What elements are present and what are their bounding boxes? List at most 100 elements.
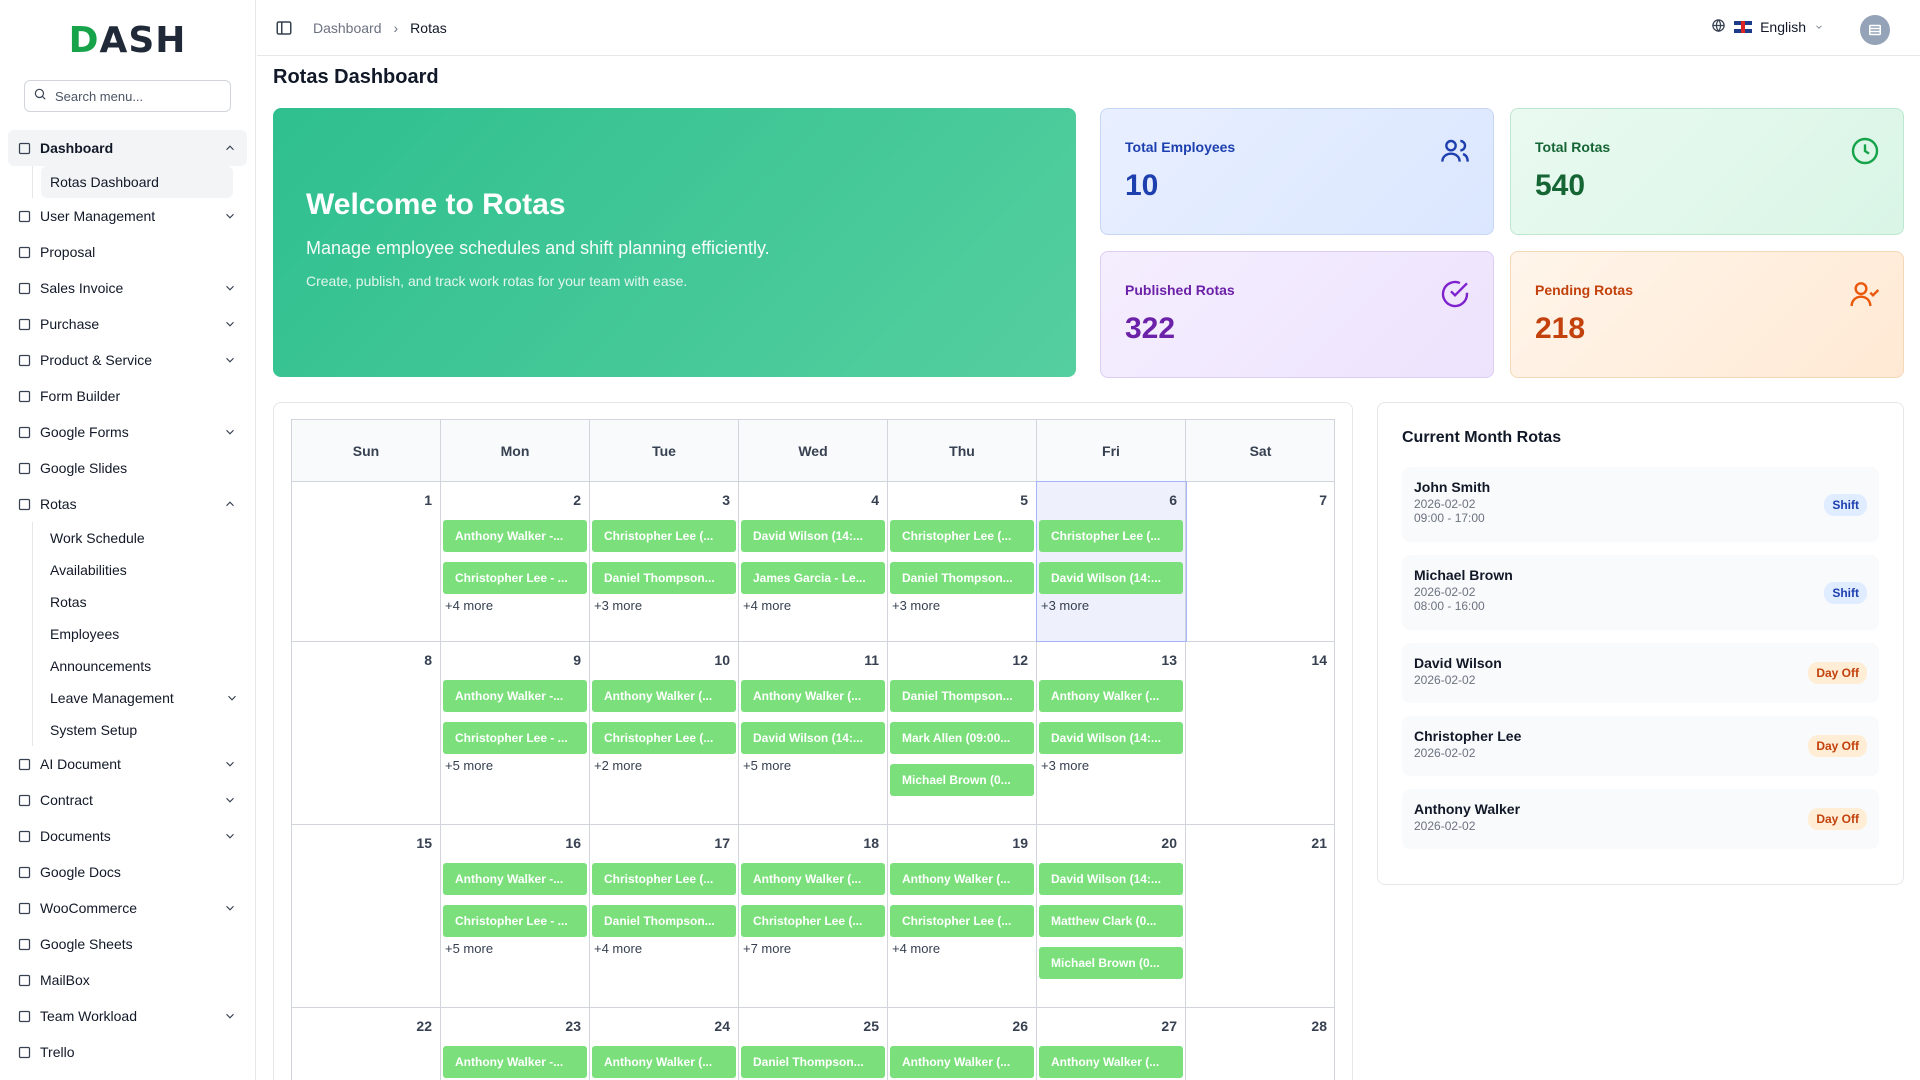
rota-event[interactable]: Christopher Lee (... (592, 863, 736, 895)
rota-event[interactable]: Anthony Walker (... (890, 1046, 1034, 1078)
chevron-up-icon[interactable] (223, 497, 237, 511)
calendar-day-cell[interactable]: 9 Anthony Walker -... Christopher Lee - ..… (441, 642, 590, 824)
chevron-up-icon[interactable] (223, 141, 237, 155)
sidebar-subitem[interactable]: Employees (41, 618, 247, 650)
rota-event[interactable]: Christopher Lee (... (741, 905, 885, 937)
chevron-down-icon[interactable] (223, 901, 237, 915)
calendar-day-cell[interactable]: 14 (1186, 642, 1335, 824)
rota-list-item[interactable]: John Smith 2026-02-02 09:00 - 17:00 Shift (1402, 467, 1879, 542)
rota-event[interactable]: David Wilson (14:... (741, 722, 885, 754)
sidebar-subitem[interactable]: System Setup (41, 714, 247, 746)
calendar-day-cell[interactable]: 11 Anthony Walker (... David Wilson (14:..… (739, 642, 888, 824)
calendar-day-cell[interactable]: 5 Christopher Lee (... Daniel Thompson... +… (888, 482, 1037, 641)
sidebar-item-dashboard[interactable]: Dashboard (8, 130, 247, 166)
calendar-day-cell[interactable]: 6 Christopher Lee (... David Wilson (14:..… (1036, 481, 1187, 642)
sidebar-subitem[interactable]: Leave Management (41, 682, 247, 714)
sidebar-item-ai-document[interactable]: AI Document (8, 746, 247, 782)
rota-event[interactable]: Anthony Walker (... (1039, 680, 1183, 712)
rota-event[interactable]: David Wilson (14:... (1039, 722, 1183, 754)
more-events-link[interactable]: +5 more (743, 758, 792, 773)
rota-event[interactable]: Anthony Walker (... (592, 680, 736, 712)
sidebar-item-rotas[interactable]: Rotas (8, 486, 247, 522)
more-events-link[interactable]: +3 more (1041, 758, 1090, 773)
rota-event[interactable]: Daniel Thompson... (592, 562, 736, 594)
rota-event[interactable]: Anthony Walker -... (443, 520, 587, 552)
more-events-link[interactable]: +2 more (594, 758, 643, 773)
calendar-day-cell[interactable]: 26 Anthony Walker (... (888, 1008, 1037, 1080)
rota-event[interactable]: David Wilson (14:... (741, 520, 885, 552)
rota-event[interactable]: Daniel Thompson... (890, 680, 1034, 712)
sidebar-item-google-slides[interactable]: Google Slides (8, 450, 247, 486)
rota-list-item[interactable]: Christopher Lee 2026-02-02 Day Off (1402, 716, 1879, 776)
sidebar-item-google-docs[interactable]: Google Docs (8, 854, 247, 890)
calendar-day-cell[interactable]: 13 Anthony Walker (... David Wilson (14:..… (1037, 642, 1186, 824)
rota-event[interactable]: Christopher Lee (... (1039, 520, 1183, 552)
calendar-day-cell[interactable]: 15 (292, 825, 441, 1007)
calendar-day-cell[interactable]: 19 Anthony Walker (... Christopher Lee (..… (888, 825, 1037, 1007)
calendar-day-cell[interactable]: 27 Anthony Walker (... (1037, 1008, 1186, 1080)
rota-event[interactable]: David Wilson (14:... (1039, 562, 1183, 594)
calendar-day-cell[interactable]: 22 (292, 1008, 441, 1080)
more-events-link[interactable]: +3 more (1041, 598, 1090, 613)
calendar-day-cell[interactable]: 25 Daniel Thompson... (739, 1008, 888, 1080)
rota-event[interactable]: Anthony Walker (... (741, 863, 885, 895)
more-events-link[interactable]: +4 more (445, 598, 494, 613)
calendar-day-cell[interactable]: 28 (1186, 1008, 1335, 1080)
chevron-down-icon[interactable] (225, 691, 239, 705)
rota-event[interactable]: Mark Allen (09:00... (890, 722, 1034, 754)
rota-event[interactable]: Anthony Walker (... (741, 680, 885, 712)
calendar-day-cell[interactable]: 20 David Wilson (14:... Matthew Clark (0..… (1037, 825, 1186, 1007)
language-selector[interactable]: English (1711, 18, 1824, 36)
sidebar-toggle-icon[interactable] (275, 19, 293, 37)
calendar-day-cell[interactable]: 18 Anthony Walker (... Christopher Lee (..… (739, 825, 888, 1007)
more-events-link[interactable]: +5 more (445, 758, 494, 773)
chevron-down-icon[interactable] (223, 209, 237, 223)
calendar-day-cell[interactable]: 16 Anthony Walker -... Christopher Lee - .… (441, 825, 590, 1007)
rota-list-item[interactable]: Michael Brown 2026-02-02 08:00 - 16:00 Shif… (1402, 555, 1879, 630)
rota-event[interactable]: Christopher Lee (... (592, 520, 736, 552)
rota-event[interactable]: Anthony Walker -... (443, 863, 587, 895)
rota-event[interactable]: Anthony Walker (... (592, 1046, 736, 1078)
calendar-day-cell[interactable]: 2 Anthony Walker -... Christopher Lee - ..… (441, 482, 590, 641)
more-events-link[interactable]: +7 more (743, 941, 792, 956)
rota-event[interactable]: Daniel Thompson... (890, 562, 1034, 594)
sidebar-subitem[interactable]: Work Schedule (41, 522, 247, 554)
sidebar-subitem[interactable]: Availabilities (41, 554, 247, 586)
chevron-down-icon[interactable] (223, 793, 237, 807)
more-events-link[interactable]: +3 more (892, 598, 941, 613)
calendar-day-cell[interactable]: 4 David Wilson (14:... James Garcia - Le..… (739, 482, 888, 641)
chevron-down-icon[interactable] (223, 317, 237, 331)
rota-event[interactable]: Christopher Lee - ... (443, 905, 587, 937)
sidebar-item-mailbox[interactable]: MailBox (8, 962, 247, 998)
rota-event[interactable]: David Wilson (14:... (1039, 863, 1183, 895)
sidebar-item-contract[interactable]: Contract (8, 782, 247, 818)
calendar-day-cell[interactable]: 24 Anthony Walker (... (590, 1008, 739, 1080)
breadcrumb-dashboard[interactable]: Dashboard (313, 19, 382, 36)
rota-event[interactable]: Christopher Lee - ... (443, 562, 587, 594)
calendar-day-cell[interactable]: 12 Daniel Thompson... Mark Allen (09:00...… (888, 642, 1037, 824)
rota-event[interactable]: Michael Brown (0... (890, 764, 1034, 796)
rota-event[interactable]: Anthony Walker -... (443, 680, 587, 712)
rota-event[interactable]: Anthony Walker (... (890, 863, 1034, 895)
chevron-down-icon[interactable] (223, 757, 237, 771)
chevron-down-icon[interactable] (223, 425, 237, 439)
calendar-day-cell[interactable]: 17 Christopher Lee (... Daniel Thompson...… (590, 825, 739, 1007)
sidebar-item-proposal[interactable]: Proposal (8, 234, 247, 270)
more-events-link[interactable]: +4 more (743, 598, 792, 613)
sidebar-subitem[interactable]: Rotas (41, 586, 247, 618)
calendar-day-cell[interactable]: 3 Christopher Lee (... Daniel Thompson... +… (590, 482, 739, 641)
sidebar-subitem[interactable]: Rotas Dashboard (41, 166, 233, 198)
more-events-link[interactable]: +3 more (594, 598, 643, 613)
calendar-day-cell[interactable]: 23 Anthony Walker -... (441, 1008, 590, 1080)
rota-event[interactable]: Christopher Lee (... (890, 520, 1034, 552)
search-box[interactable] (24, 80, 231, 112)
calendar-day-cell[interactable]: 7 (1186, 482, 1335, 641)
rota-event[interactable]: Matthew Clark (0... (1039, 905, 1183, 937)
rota-event[interactable]: James Garcia - Le... (741, 562, 885, 594)
chevron-down-icon[interactable] (223, 353, 237, 367)
logo[interactable]: DASH (0, 0, 255, 80)
sidebar-item-user-management[interactable]: User Management (8, 198, 247, 234)
sidebar-item-team-workload[interactable]: Team Workload (8, 998, 247, 1034)
rota-event[interactable]: Christopher Lee (... (890, 905, 1034, 937)
calendar-day-cell[interactable]: 21 (1186, 825, 1335, 1007)
